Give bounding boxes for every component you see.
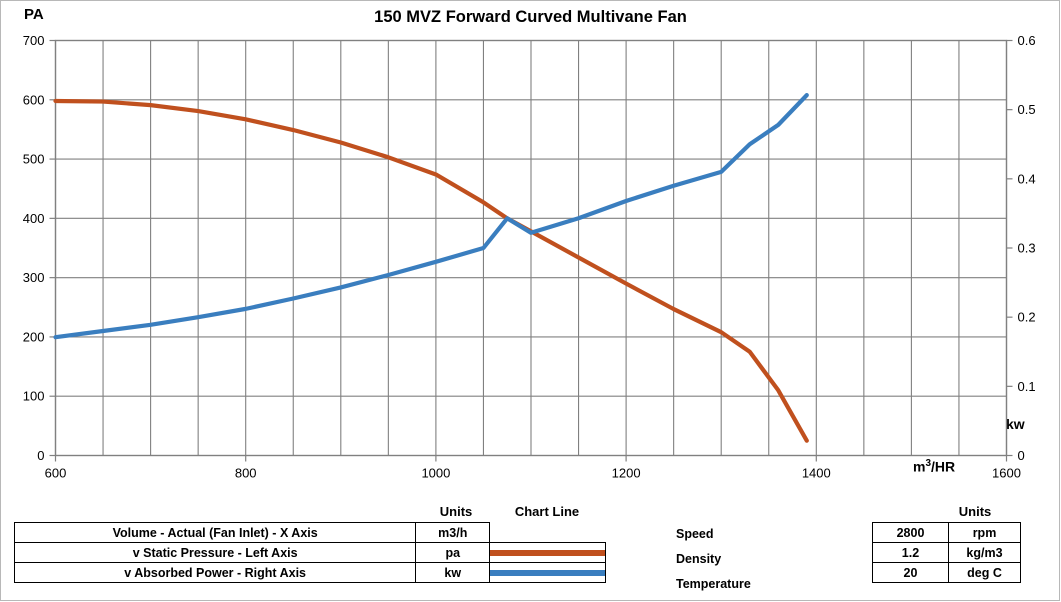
legend-row-swatch	[489, 542, 606, 563]
data-series	[53, 93, 809, 443]
svg-text:700: 700	[23, 33, 45, 48]
table-row: Volume - Actual (Fan Inlet) - X Axis m3/h	[13, 522, 606, 543]
x-axis-title-sup: 3	[925, 458, 932, 469]
plot-svg: 0 100 200 300 400 500 600 700 0 0.1 0.2 0.3 0.4 0.5 0.…	[23, 33, 1036, 481]
legend-chartline-header: Chart Line	[514, 504, 580, 519]
svg-text:200: 200	[23, 329, 45, 344]
table-row: 20 deg C	[872, 562, 1021, 583]
svg-text:600: 600	[23, 92, 45, 107]
table-row: v Absorbed Power - Right Axis kw	[13, 562, 606, 583]
legend-color-swatch	[490, 569, 605, 576]
svg-text:0.4: 0.4	[1018, 171, 1036, 186]
svg-text:1400: 1400	[802, 466, 831, 481]
svg-text:300: 300	[23, 270, 45, 285]
chart-area: 150 MVZ Forward Curved Multivane Fan PA …	[23, 6, 1036, 481]
legend-table: Volume - Actual (Fan Inlet) - X Axis m3/h…	[13, 522, 606, 583]
params-row-units: rpm	[948, 522, 1021, 543]
params-row-label: Speed	[676, 527, 714, 541]
svg-text:600: 600	[45, 466, 67, 481]
svg-text:500: 500	[23, 152, 45, 167]
series-line-2	[53, 93, 809, 340]
params-units-header: Units	[958, 504, 992, 519]
params-row-value: 2800	[872, 522, 949, 543]
left-axis-title: PA	[24, 6, 44, 23]
svg-text:1600: 1600	[992, 466, 1021, 481]
legend-row-label: v Static Pressure - Left Axis	[13, 542, 417, 563]
axis-tick-labels: 0 100 200 300 400 500 600 700 0 0.1 0.2 0.3 0.4 0.5 0.…	[23, 33, 1036, 481]
svg-text:0.2: 0.2	[1018, 310, 1036, 325]
svg-text:0: 0	[37, 448, 44, 463]
svg-text:0.3: 0.3	[1018, 241, 1036, 256]
params-row-value: 20	[872, 562, 949, 583]
table-row: 1.2 kg/m3	[872, 542, 1021, 563]
params-row-units: kg/m3	[948, 542, 1021, 563]
svg-text:1200: 1200	[612, 466, 641, 481]
table-row: 2800 rpm	[872, 522, 1021, 543]
legend-row-units: m3/h	[415, 522, 491, 543]
svg-text:100: 100	[23, 389, 45, 404]
right-axis-title: kw	[1006, 416, 1025, 432]
gridlines	[54, 39, 1008, 457]
legend-color-swatch	[490, 549, 605, 556]
legend-row-units: kw	[415, 562, 491, 583]
legend-units-header: Units	[439, 504, 473, 519]
x-axis-title-tail: /HR	[931, 458, 956, 475]
series-line-1	[53, 98, 809, 443]
svg-text:0.1: 0.1	[1018, 379, 1036, 394]
params-row-label: Density	[676, 552, 722, 566]
legend-row-units: pa	[415, 542, 491, 563]
params-row-value: 1.2	[872, 542, 949, 563]
chart-title: 150 MVZ Forward Curved Multivane Fan	[374, 8, 687, 26]
legend-row-swatch	[489, 562, 606, 583]
x-axis-title: m3/HR	[913, 458, 955, 475]
svg-text:1000: 1000	[421, 466, 450, 481]
axis-ticks	[49, 39, 1013, 462]
svg-text:800: 800	[235, 466, 257, 481]
params-row-label: Temperature	[676, 577, 751, 591]
params-row-units: deg C	[948, 562, 1021, 583]
svg-text:0: 0	[1018, 448, 1025, 463]
table-row: v Static Pressure - Left Axis pa	[13, 542, 606, 563]
svg-text:0.5: 0.5	[1018, 102, 1036, 117]
legend-row-label: v Absorbed Power - Right Axis	[13, 562, 417, 583]
legend-row-label: Volume - Actual (Fan Inlet) - X Axis	[13, 522, 417, 543]
legend-row-swatch	[490, 523, 606, 543]
params-table: 2800 rpm 1.2 kg/m3 20 deg C	[872, 522, 1021, 583]
svg-text:0.6: 0.6	[1018, 33, 1036, 48]
svg-text:400: 400	[23, 211, 45, 226]
x-axis-title-base: m	[913, 458, 926, 475]
